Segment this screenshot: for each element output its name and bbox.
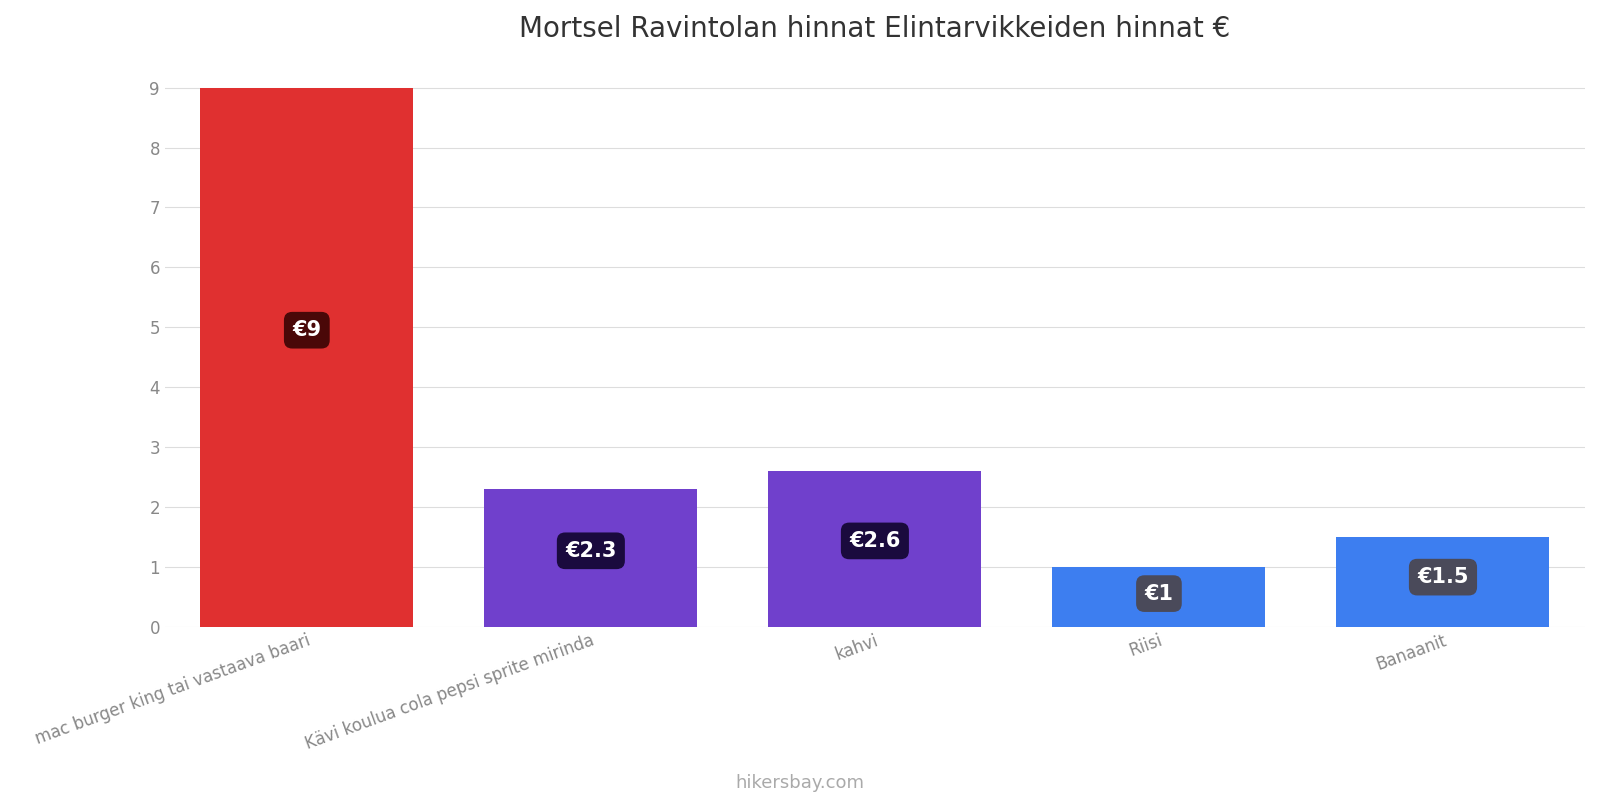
Bar bbox=[485, 489, 698, 626]
Bar bbox=[768, 471, 981, 626]
Text: €2.3: €2.3 bbox=[565, 541, 616, 561]
Bar bbox=[1053, 566, 1266, 626]
Text: €2.6: €2.6 bbox=[850, 531, 901, 551]
Bar bbox=[1336, 537, 1549, 626]
Text: €1: €1 bbox=[1144, 583, 1173, 603]
Text: €1.5: €1.5 bbox=[1418, 567, 1469, 587]
Text: €9: €9 bbox=[293, 320, 322, 340]
Bar bbox=[200, 88, 413, 626]
Title: Mortsel Ravintolan hinnat Elintarvikkeiden hinnat €: Mortsel Ravintolan hinnat Elintarvikkeid… bbox=[520, 15, 1230, 43]
Text: hikersbay.com: hikersbay.com bbox=[736, 774, 864, 792]
